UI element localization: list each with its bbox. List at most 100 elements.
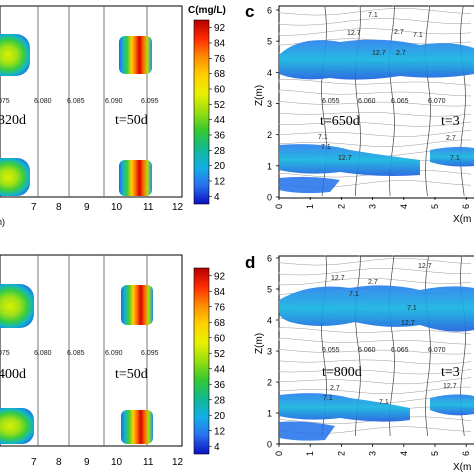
contour-label: 6.090 xyxy=(105,350,123,357)
y-tick-label: 0 xyxy=(267,440,272,450)
x-tick-label: 10 xyxy=(111,202,123,213)
contour-line xyxy=(278,337,472,345)
x-ticks: 7 8 9 10 11 12 n) xyxy=(0,202,184,227)
contour-line xyxy=(278,28,472,36)
plume-blue xyxy=(279,176,340,194)
x-tick-label: 2 xyxy=(336,451,346,456)
y-tick-label: 4 xyxy=(267,316,272,326)
time-annotation: 320d xyxy=(0,113,26,128)
contour-line xyxy=(278,130,472,137)
y-tick-label: 2 xyxy=(267,130,272,140)
small-label: 2.7 xyxy=(446,135,456,142)
contour-line xyxy=(278,8,472,16)
plume-blob xyxy=(0,158,30,196)
contour-line xyxy=(278,18,472,26)
y-tick-label: 1 xyxy=(267,409,272,419)
x-tick-label: 8 xyxy=(56,202,62,213)
contour-label: 6.055 xyxy=(322,347,340,354)
x-tick-label: 6 xyxy=(461,204,471,209)
contour-line xyxy=(278,89,472,97)
colorbar-tick-label: 76 xyxy=(214,302,226,313)
contour-line xyxy=(278,359,472,365)
colorbar-tick-label: 20 xyxy=(214,411,226,422)
colorbar-tick-label: 60 xyxy=(214,333,226,344)
small-label: 12.7 xyxy=(418,263,432,270)
colorbar-tick-label: 52 xyxy=(214,100,226,111)
plume-blob-hot xyxy=(119,160,152,196)
panel-letter: c xyxy=(245,2,254,21)
panel-top-left: 075 6.080 6.085 6.090 6.095 320d t=50d 7… xyxy=(0,5,184,227)
contour-label: 6.080 xyxy=(34,98,52,105)
small-label: 7.1 xyxy=(323,395,333,402)
time-annotation: t=650d xyxy=(320,114,360,129)
x-tick-label: 7 xyxy=(31,202,37,213)
colorbar-tick-label: 4 xyxy=(214,192,220,203)
small-label: 7.1 xyxy=(450,155,460,162)
colorbar-tick-label: 12 xyxy=(214,426,226,437)
small-label: 2.7 xyxy=(330,385,340,392)
y-tick-label: 3 xyxy=(267,99,272,109)
plume-blob-hot xyxy=(121,285,153,325)
contour-line xyxy=(278,258,472,266)
colorbar-tick-label: 92 xyxy=(214,271,226,282)
x-tick-label: 10 xyxy=(111,457,123,468)
small-label: 12.7 xyxy=(331,275,345,282)
plume-blob xyxy=(0,408,34,444)
plume-blob-hot xyxy=(119,36,152,74)
time-annotation: t=50d xyxy=(115,367,148,382)
colorbar-tick-label: 28 xyxy=(214,395,226,406)
x-tick-label: 2 xyxy=(336,204,346,209)
plume-blue xyxy=(279,393,410,422)
colorbar-tick-label: 84 xyxy=(214,39,226,50)
contour-label: 6.070 xyxy=(428,98,446,105)
x-tick-label: 4 xyxy=(399,204,409,209)
contour-line xyxy=(278,327,472,334)
x-tick-label: 5 xyxy=(430,204,440,209)
contour-label: 6.060 xyxy=(358,98,376,105)
contour-label: 6.065 xyxy=(391,347,409,354)
colorbar-tick-label: 44 xyxy=(214,364,226,375)
plume-blue xyxy=(430,146,474,167)
panel-d: d 6.055 6.060 6.065 6.070 12.7 2.7 7.1 1… xyxy=(245,253,474,473)
x-tick-label: 6 xyxy=(461,451,471,456)
plume-blob-hot xyxy=(121,410,153,444)
colorbar-tick-label: 60 xyxy=(214,85,226,96)
y-tick-label: 5 xyxy=(267,285,272,295)
contour-line xyxy=(278,369,472,375)
contour-label: 6.080 xyxy=(34,350,52,357)
y-tick-label: 6 xyxy=(267,6,272,16)
time-annotation: t=800d xyxy=(322,365,362,380)
x-tick-label: 1 xyxy=(305,451,315,456)
small-label: 7.1 xyxy=(379,399,389,406)
x-tick-label: 1 xyxy=(305,204,315,209)
contour-line xyxy=(278,386,472,395)
y-tick-label: 5 xyxy=(267,37,272,47)
x-axis-label-partial: n) xyxy=(0,217,5,227)
contour-line xyxy=(278,111,472,117)
x-ticks: 7 8 9 10 11 12 xyxy=(31,457,184,468)
time-annotation: 400d xyxy=(0,367,26,382)
x-tick-label: 5 xyxy=(430,451,440,456)
contour-label: 6.085 xyxy=(67,98,85,105)
contour-line xyxy=(278,139,472,147)
time-annotation: t=50d xyxy=(115,113,148,128)
plume-blue xyxy=(430,394,474,416)
x-tick-label: 11 xyxy=(143,457,154,468)
small-label: 12.7 xyxy=(443,383,457,390)
y-axis-label: Z(m) xyxy=(254,85,265,106)
small-label: 7.1 xyxy=(321,144,331,151)
small-label: 12.7 xyxy=(401,320,415,327)
x-tick-label: 0 xyxy=(274,204,284,209)
colorbar-tick-label: 44 xyxy=(214,115,226,126)
contour-line xyxy=(278,277,472,286)
x-axis-label-partial: X(m xyxy=(453,214,471,225)
colorbar-tick-label: 84 xyxy=(214,287,226,298)
colorbar-tick-label: 68 xyxy=(214,69,226,80)
contour-label: 6.085 xyxy=(67,350,85,357)
contour-label: 6.070 xyxy=(428,347,446,354)
colorbar-tick-label: 68 xyxy=(214,318,226,329)
y-tick-label: 2 xyxy=(267,378,272,388)
colorbar-tick-label: 28 xyxy=(214,146,226,157)
colorbar-tick-label: 36 xyxy=(214,380,226,391)
contour-label: 6.090 xyxy=(105,98,123,105)
